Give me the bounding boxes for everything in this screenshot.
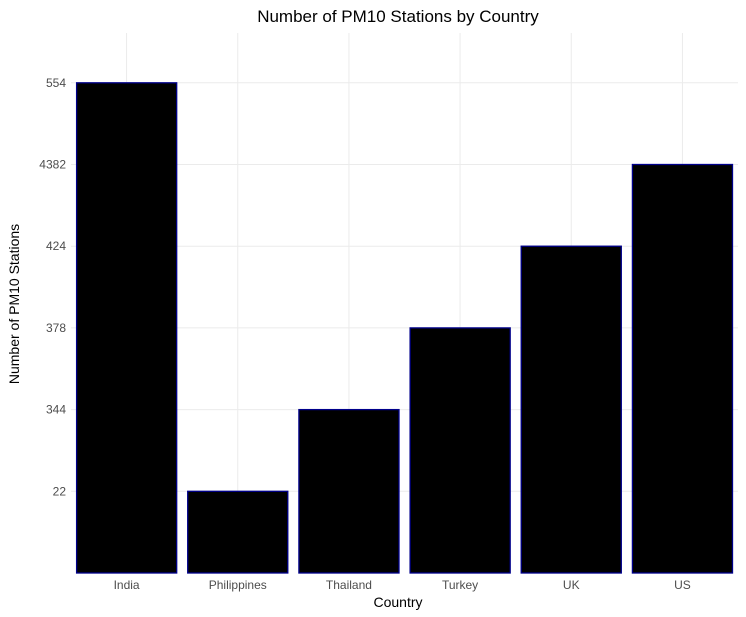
y-tick-label: 22 <box>53 484 67 498</box>
bar-uk <box>520 245 622 574</box>
bar-thailand <box>298 408 400 574</box>
y-tick-label: 378 <box>46 321 66 335</box>
y-tick-label: 554 <box>46 76 66 90</box>
x-axis-title: Country <box>373 594 422 610</box>
x-tick-label: India <box>114 578 140 592</box>
bar-india <box>75 82 178 574</box>
y-axis-ticks: 22 344 378 424 4382 554 <box>39 76 67 498</box>
x-tick-label: US <box>674 578 691 592</box>
y-tick-label: 4382 <box>39 158 66 172</box>
chart-title: Number of PM10 Stations by Country <box>257 7 539 26</box>
y-tick-label: 424 <box>46 239 66 253</box>
y-tick-label: 344 <box>46 403 66 417</box>
x-tick-label: Turkey <box>442 578 478 592</box>
y-axis-title: Number of PM10 Stations <box>6 224 22 384</box>
bars <box>75 82 734 574</box>
bar-philippines <box>187 490 289 574</box>
bar-us <box>631 163 734 574</box>
x-tick-label: Philippines <box>209 578 267 592</box>
x-axis-ticks: India Philippines Thailand Turkey UK US <box>114 578 691 592</box>
x-tick-label: Thailand <box>326 578 372 592</box>
bar-turkey <box>409 327 511 574</box>
x-tick-label: UK <box>563 578 580 592</box>
